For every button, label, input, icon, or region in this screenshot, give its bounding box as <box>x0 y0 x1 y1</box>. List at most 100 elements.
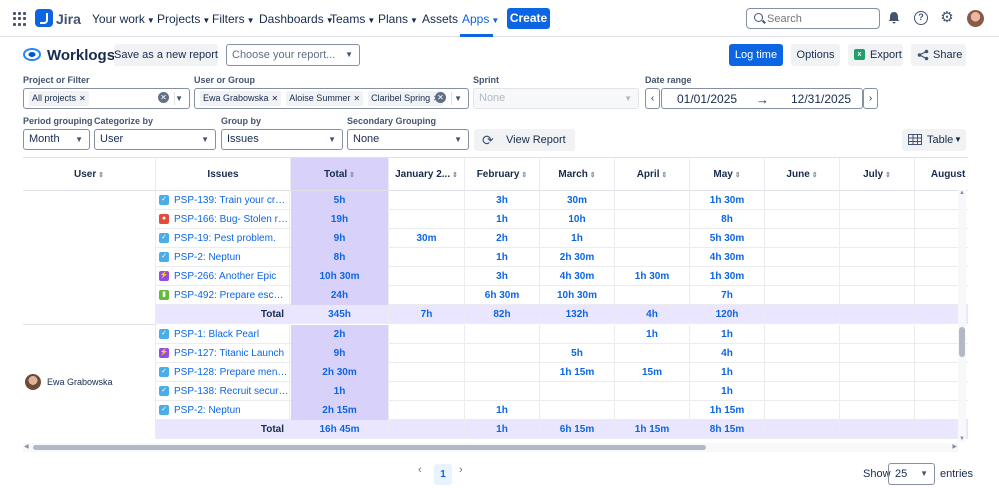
time-cell[interactable]: 10h <box>540 210 615 229</box>
help-icon[interactable]: ? <box>914 11 928 25</box>
column-header[interactable]: User ⇕ <box>23 158 156 191</box>
issue-link[interactable]: ✓ PSP-128: Prepare menu f... <box>156 363 290 382</box>
issue-link[interactable]: ✓ PSP-19: Pest problem. <box>156 229 290 248</box>
create-button[interactable]: Create <box>507 8 550 29</box>
nav-projects[interactable]: Projects ▼ <box>157 12 211 26</box>
column-header[interactable]: August ⇕ <box>915 158 968 191</box>
time-cell[interactable]: 1h <box>465 248 540 267</box>
clear-icon[interactable]: ✕ <box>435 92 446 103</box>
search-box[interactable] <box>746 8 880 29</box>
horizontal-scroll-thumb[interactable] <box>33 445 706 450</box>
scroll-right-icon[interactable]: ▶ <box>952 444 957 450</box>
time-cell[interactable]: 1h <box>540 229 615 248</box>
sort-icon[interactable]: ⇕ <box>450 172 458 179</box>
time-cell[interactable]: 30m <box>540 191 615 210</box>
column-header[interactable]: April ⇕ <box>615 158 690 191</box>
next-period-button[interactable]: › <box>863 88 878 109</box>
date-from[interactable]: 01/01/2025 <box>677 92 738 106</box>
row-total-cell[interactable]: 2h 30m <box>291 363 389 382</box>
sort-icon[interactable]: ⇕ <box>809 172 818 179</box>
sort-icon[interactable]: ⇕ <box>732 172 741 179</box>
sort-icon[interactable]: ⇕ <box>587 172 596 179</box>
sort-icon[interactable]: ⇕ <box>883 172 891 179</box>
issue-link[interactable]: ✓ PSP-2: Neptun <box>156 248 290 267</box>
save-report-button[interactable]: Save as a new report <box>114 44 218 66</box>
issue-link[interactable]: ✓ PSP-2: Neptun <box>156 401 290 420</box>
clear-icon[interactable]: ✕ <box>158 92 169 103</box>
issue-link[interactable]: ● PSP-166: Bug- Stolen rop... <box>156 210 290 229</box>
issue-link[interactable]: ✓ PSP-1: Black Pearl <box>156 325 290 344</box>
categorize-select[interactable]: User ▼ <box>94 129 216 150</box>
options-button[interactable]: Options <box>791 44 840 66</box>
time-cell[interactable]: 5h 30m <box>690 229 765 248</box>
date-to[interactable]: 12/31/2025 <box>791 92 852 106</box>
settings-gear-icon[interactable]: ⚙ <box>940 9 954 26</box>
remove-tag-icon[interactable]: ✕ <box>271 94 279 103</box>
row-total-cell[interactable]: 9h <box>291 344 389 363</box>
time-cell[interactable]: 1h 30m <box>615 267 690 286</box>
time-cell[interactable]: 1h 30m <box>690 267 765 286</box>
app-switcher-icon[interactable] <box>13 12 27 26</box>
time-cell[interactable]: 10h 30m <box>540 286 615 305</box>
vertical-scrollbar[interactable]: ▲ ▼ <box>958 190 966 442</box>
view-mode-select[interactable]: Table ▼ <box>902 129 966 151</box>
scroll-left-icon[interactable]: ◀ <box>24 444 29 450</box>
view-report-button[interactable]: ⟳ View Report <box>474 129 575 151</box>
time-cell[interactable]: 1h 15m <box>540 363 615 382</box>
user-filter-select[interactable]: Ewa Grabowska ✕ Aloise Summer ✕ Claribel S… <box>194 88 469 109</box>
row-total-cell[interactable]: 8h <box>291 248 389 267</box>
row-total-cell[interactable]: 9h <box>291 229 389 248</box>
time-cell[interactable]: 1h <box>690 325 765 344</box>
column-header[interactable]: Total ⇕ <box>291 158 389 191</box>
export-button[interactable]: x Export <box>848 44 903 66</box>
jira-logo-icon[interactable] <box>35 9 53 27</box>
sort-icon[interactable]: ⇕ <box>96 172 105 179</box>
nav-teams[interactable]: Teams ▼ <box>330 12 376 26</box>
issue-link[interactable]: ▮ PSP-492: Prepare escape ... <box>156 286 290 305</box>
nav-assets[interactable]: Assets <box>422 12 459 26</box>
time-cell[interactable]: 30m <box>389 229 465 248</box>
time-cell[interactable]: 8h <box>690 210 765 229</box>
period-grouping-select[interactable]: Month ▼ <box>23 129 90 150</box>
row-total-cell[interactable]: 1h <box>291 382 389 401</box>
scroll-down-icon[interactable]: ▼ <box>959 436 965 442</box>
issue-link[interactable]: ✓ PSP-138: Recruit security ... <box>156 382 290 401</box>
nav-filters[interactable]: Filters ▼ <box>212 12 255 26</box>
column-header[interactable]: Issues <box>156 158 291 191</box>
notifications-icon[interactable] <box>887 11 901 25</box>
project-filter-select[interactable]: All projects ✕ ✕ ▼ <box>23 88 190 109</box>
time-cell[interactable]: 2h <box>465 229 540 248</box>
nav-apps[interactable]: Apps ▼ <box>462 12 500 26</box>
horizontal-scrollbar[interactable]: ◀ ▶ <box>23 443 958 452</box>
time-cell[interactable]: 1h <box>615 325 690 344</box>
row-total-cell[interactable]: 2h 15m <box>291 401 389 420</box>
time-cell[interactable]: 4h 30m <box>540 267 615 286</box>
time-cell[interactable]: 1h <box>690 363 765 382</box>
column-header[interactable]: February ⇕ <box>465 158 540 191</box>
row-total-cell[interactable]: 10h 30m <box>291 267 389 286</box>
report-select[interactable]: Choose your report... ▼ <box>226 44 360 66</box>
time-cell[interactable]: 4h <box>690 344 765 363</box>
remove-tag-icon[interactable]: ✕ <box>79 94 86 103</box>
column-header[interactable]: July ⇕ <box>840 158 915 191</box>
next-page-icon[interactable]: › <box>459 464 463 476</box>
group-by-select[interactable]: Issues ▼ <box>221 129 343 150</box>
scroll-up-icon[interactable]: ▲ <box>959 190 965 196</box>
nav-plans[interactable]: Plans ▼ <box>378 12 418 26</box>
time-cell[interactable]: 1h <box>690 382 765 401</box>
row-total-cell[interactable]: 19h <box>291 210 389 229</box>
row-total-cell[interactable]: 24h <box>291 286 389 305</box>
time-cell[interactable]: 3h <box>465 191 540 210</box>
brand-name[interactable]: Jira <box>56 11 81 27</box>
issue-link[interactable]: ⚡ PSP-266: Another Epic <box>156 267 290 286</box>
column-header[interactable]: June ⇕ <box>765 158 840 191</box>
time-cell[interactable]: 4h 30m <box>690 248 765 267</box>
sort-icon[interactable]: ⇕ <box>965 172 968 179</box>
nav-your-work[interactable]: Your work ▼ <box>92 12 155 26</box>
search-input[interactable] <box>767 11 875 26</box>
secondary-grouping-select[interactable]: None ▼ <box>347 129 469 150</box>
row-total-cell[interactable]: 2h <box>291 325 389 344</box>
current-page[interactable]: 1 <box>434 464 452 485</box>
time-cell[interactable]: 7h <box>690 286 765 305</box>
time-cell[interactable]: 1h <box>465 401 540 420</box>
